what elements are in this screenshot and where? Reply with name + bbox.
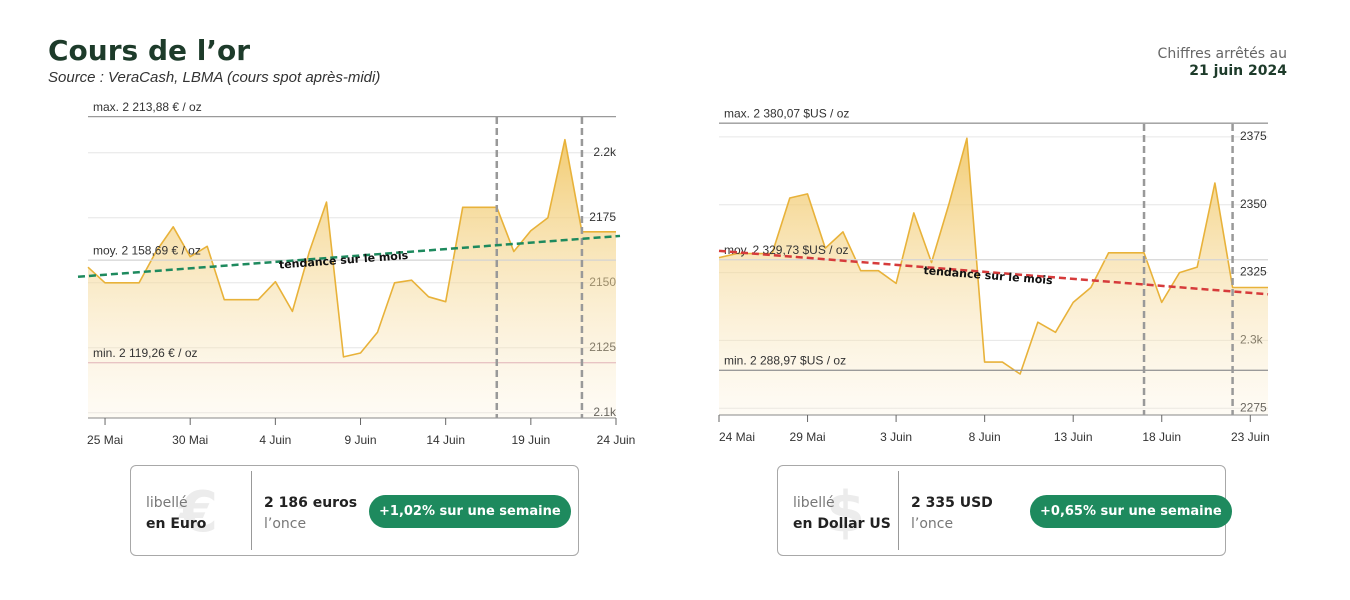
area-fill	[719, 138, 1268, 416]
trend-line	[77, 234, 621, 279]
label: libellé	[146, 495, 188, 511]
card-value: 2 186 euros l’once	[264, 493, 357, 535]
currency-icon: €	[179, 480, 218, 545]
change-pill: +0,65% sur une semaine	[1030, 495, 1232, 528]
x-tick-label: 25 Mai	[87, 433, 123, 447]
currency-icon: $	[826, 480, 865, 545]
info-card: $ libellé en Dollar US 2 335 USD l’once +0…	[777, 465, 1232, 556]
y-tick-label: 2175	[589, 210, 616, 224]
price-line	[718, 137, 1268, 375]
page-title: Cours de l’or	[48, 34, 251, 67]
price: 2 186 euros	[264, 495, 358, 511]
currency: en Dollar US	[793, 516, 891, 532]
x-tick-label: 14 Juin	[426, 433, 465, 447]
divider	[898, 471, 899, 550]
x-tick-label: 9 Juin	[345, 433, 377, 447]
card-label: libellé en Euro	[146, 493, 206, 535]
currency: en Euro	[146, 516, 207, 532]
divider	[251, 471, 252, 550]
reference-label: moy. 2 329,73 $US / oz	[724, 243, 849, 257]
x-tick-label: 18 Juin	[1142, 430, 1181, 444]
x-tick-label: 3 Juin	[880, 430, 912, 444]
reference-label: moy. 2 158,69 € / oz	[93, 243, 201, 257]
reference-label: min. 2 288,97 $US / oz	[724, 353, 846, 367]
source: Source : VeraCash, LBMA (cours spot aprè…	[48, 69, 381, 86]
reference-label: max. 2 213,88 € / oz	[93, 100, 202, 114]
x-tick-label: 19 Juin	[511, 433, 550, 447]
price: 2 335 USD	[911, 495, 993, 511]
x-tick-label: 23 Juin	[1231, 430, 1270, 444]
x-tick-label: 24 Juin	[597, 433, 636, 447]
card-label: libellé en Dollar US	[793, 493, 891, 535]
x-tick-label: 13 Juin	[1054, 430, 1093, 444]
x-tick-label: 29 Mai	[790, 430, 826, 444]
reference-label: max. 2 380,07 $US / oz	[724, 106, 849, 120]
price-line	[87, 138, 616, 358]
card-value: 2 335 USD l’once	[911, 493, 993, 535]
change-pill: +1,02% sur une semaine	[369, 495, 571, 528]
area-fill	[88, 139, 616, 418]
x-tick-label: 4 Juin	[259, 433, 291, 447]
label: libellé	[793, 495, 835, 511]
date-note: Chiffres arrêtés au 21 juin 2024	[1158, 46, 1287, 80]
note-date: 21 juin 2024	[1189, 63, 1287, 79]
unit: l’once	[911, 516, 954, 532]
y-tick-label: 2325	[1240, 265, 1267, 279]
trend-line	[718, 249, 1269, 296]
info-card: € libellé en Euro 2 186 euros l’once +1,02…	[130, 465, 579, 556]
trend-label: tendance sur le mois	[278, 249, 409, 272]
y-tick-label: 2375	[1240, 129, 1267, 143]
y-tick-label: 2.2k	[593, 145, 617, 159]
x-tick-label: 30 Mai	[172, 433, 208, 447]
note-label: Chiffres arrêtés au	[1157, 46, 1287, 62]
unit: l’once	[264, 516, 307, 532]
reference-label: min. 2 119,26 € / oz	[93, 346, 198, 360]
x-tick-label: 8 Juin	[969, 430, 1001, 444]
y-tick-label: 2350	[1240, 197, 1267, 211]
x-tick-label: 24 Mai	[719, 430, 755, 444]
